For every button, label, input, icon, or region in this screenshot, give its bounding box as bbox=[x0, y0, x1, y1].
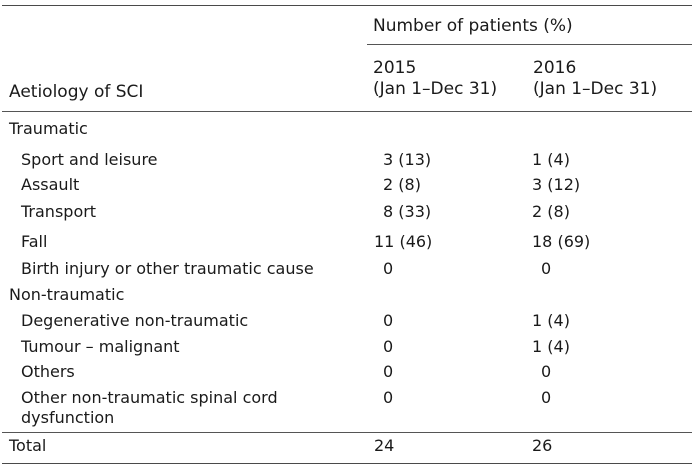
cell-2016: 1 (4) bbox=[532, 150, 570, 169]
cell-2015: 8 (33) bbox=[383, 202, 432, 221]
cell-2015: 0 bbox=[383, 362, 394, 381]
row-label-continued: dysfunction bbox=[21, 408, 115, 427]
col-2016-year: 2016 bbox=[533, 58, 577, 78]
row-label: Transport bbox=[21, 202, 97, 221]
section-title-non-traumatic: Non-traumatic bbox=[9, 285, 125, 304]
cell-2015: 0 bbox=[383, 388, 394, 407]
cell-2016: 0 bbox=[541, 259, 552, 278]
row-label: Fall bbox=[21, 232, 48, 251]
col-2015-range: (Jan 1–Dec 31) bbox=[373, 79, 498, 99]
cell-2016: 0 bbox=[541, 388, 552, 407]
col-2015-year: 2015 bbox=[373, 58, 417, 78]
cell-2016: 18 (69) bbox=[532, 232, 591, 251]
cell-2016: 1 (4) bbox=[532, 337, 570, 356]
row-label: Others bbox=[21, 362, 75, 381]
row-label: Assault bbox=[21, 175, 80, 194]
row-label-header: Aetiology of SCI bbox=[9, 82, 144, 102]
top-rule bbox=[2, 5, 692, 6]
cell-2016: 2 (8) bbox=[532, 202, 570, 221]
column-group-header: Number of patients (%) bbox=[373, 16, 573, 36]
row-label: Other non-traumatic spinal cord bbox=[21, 388, 278, 407]
cell-2016: 3 (12) bbox=[532, 175, 581, 194]
section-title-traumatic: Traumatic bbox=[9, 119, 88, 138]
total-2015: 24 bbox=[374, 436, 395, 455]
cell-2015: 11 (46) bbox=[374, 232, 433, 251]
cell-2015: 0 bbox=[383, 259, 394, 278]
cell-2016: 1 (4) bbox=[532, 311, 570, 330]
cell-2016: 0 bbox=[541, 362, 552, 381]
row-label: Degenerative non-traumatic bbox=[21, 311, 249, 330]
cell-2015: 0 bbox=[383, 311, 394, 330]
col-2016-range: (Jan 1–Dec 31) bbox=[533, 79, 658, 99]
row-label: Sport and leisure bbox=[21, 150, 158, 169]
total-2016: 26 bbox=[532, 436, 553, 455]
cell-2015: 2 (8) bbox=[383, 175, 421, 194]
total-rule bbox=[2, 432, 692, 433]
row-label: Birth injury or other traumatic cause bbox=[21, 259, 314, 278]
cell-2015: 0 bbox=[383, 337, 394, 356]
total-label: Total bbox=[9, 436, 47, 455]
header-rule bbox=[2, 111, 692, 112]
group-header-rule bbox=[367, 44, 692, 45]
bottom-rule bbox=[2, 463, 692, 464]
cell-2015: 3 (13) bbox=[383, 150, 432, 169]
row-label: Tumour – malignant bbox=[21, 337, 180, 356]
